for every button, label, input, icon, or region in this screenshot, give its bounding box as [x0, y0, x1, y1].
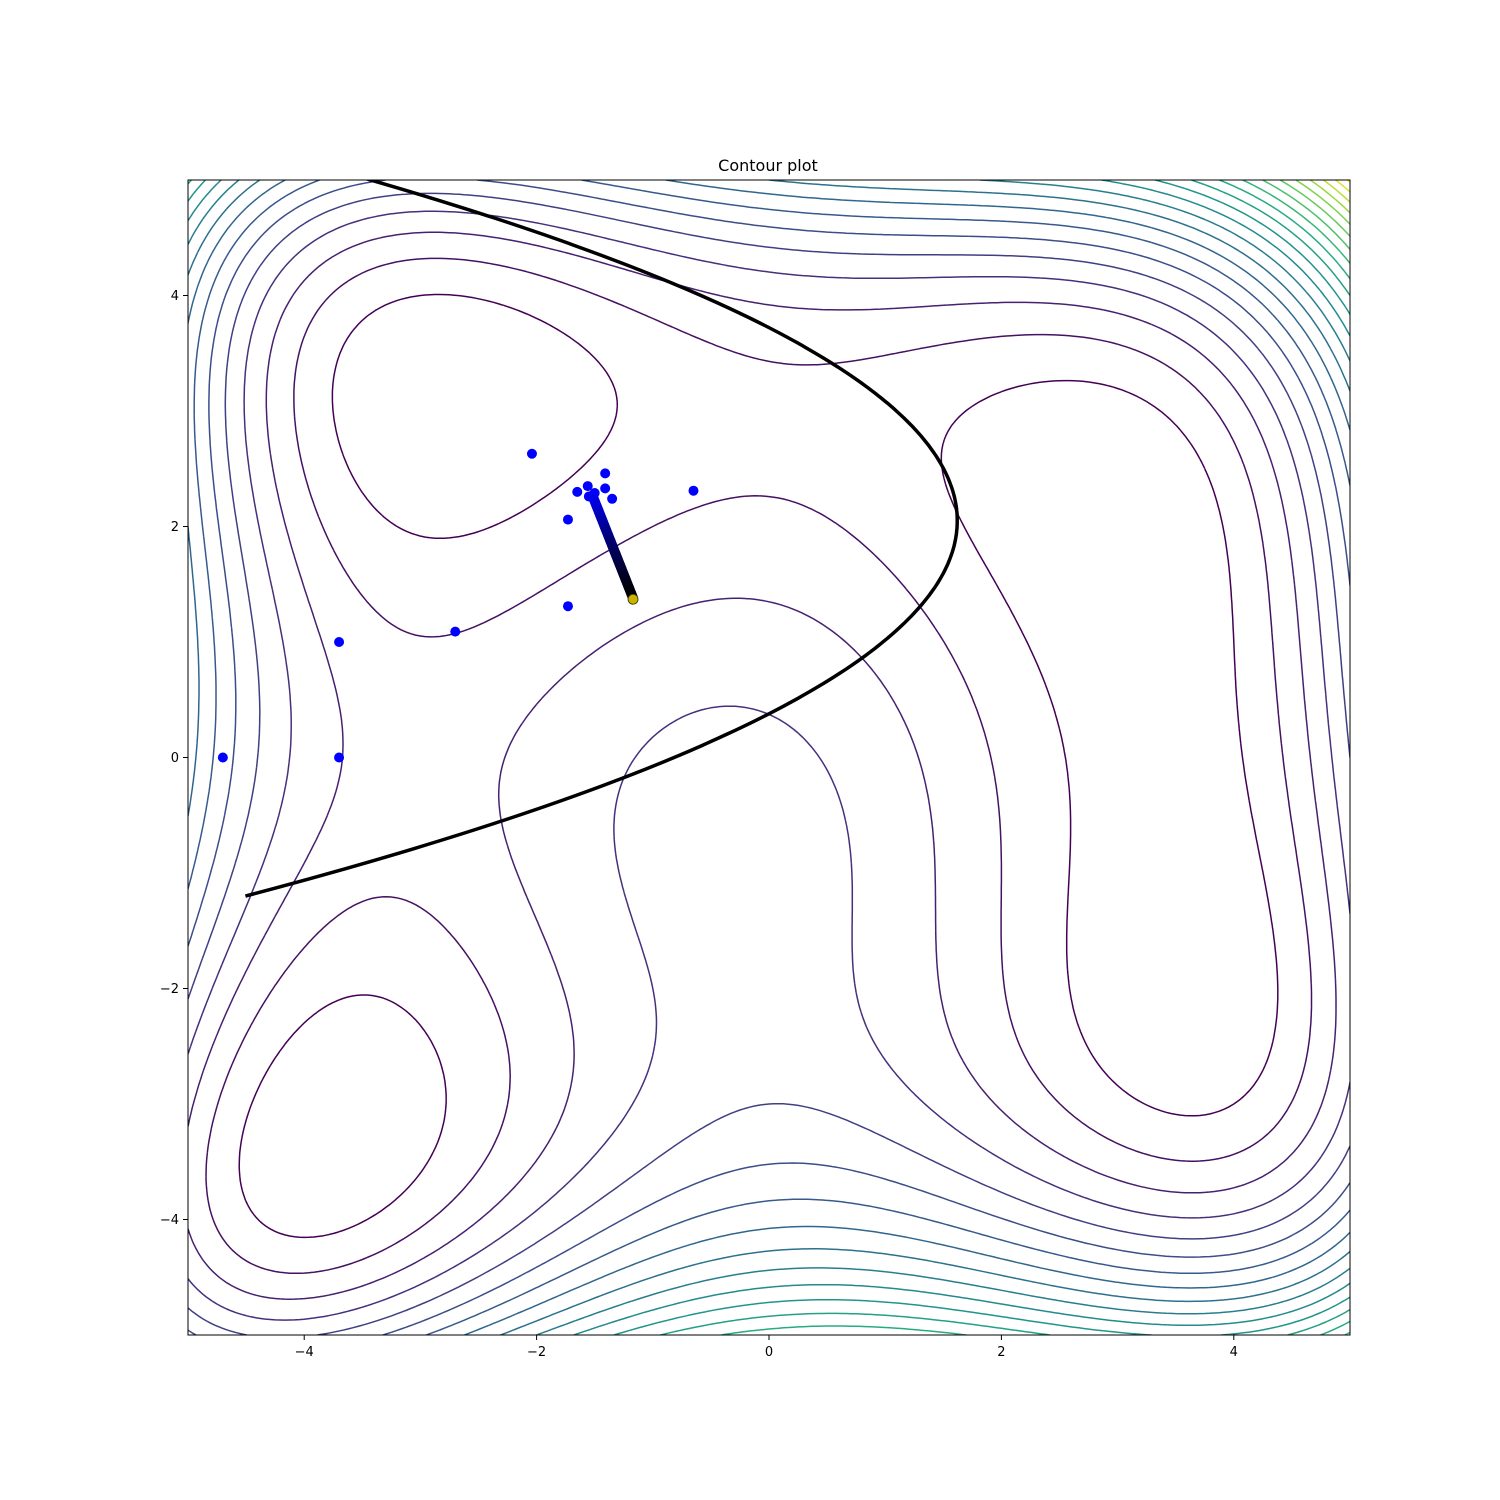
sample-point	[334, 752, 345, 763]
contour-line	[1262, 180, 1350, 250]
contour-line	[1323, 180, 1350, 203]
contour-line	[188, 231, 1337, 1300]
contour-line	[188, 180, 1350, 1335]
contour-line	[1335, 180, 1350, 193]
sample-point	[582, 481, 593, 492]
x-tick-label: −4	[295, 1345, 314, 1360]
sample-point	[217, 752, 228, 763]
chart-title: Contour plot	[718, 156, 818, 175]
x-tick-label: 4	[1230, 1345, 1238, 1360]
contour-line	[188, 180, 1350, 1335]
y-tick-label: 4	[171, 289, 179, 304]
x-tick-label: −2	[527, 1345, 546, 1360]
plot-background	[188, 180, 1350, 1335]
sample-point	[688, 485, 699, 496]
contour-line	[188, 180, 1350, 1335]
sample-point	[526, 448, 537, 459]
final-point	[627, 593, 639, 605]
sample-point	[572, 486, 583, 497]
y-tick-label: 0	[171, 751, 179, 766]
sample-point	[562, 601, 573, 612]
boundary-curve	[244, 180, 959, 898]
x-tick-label: 0	[765, 1345, 773, 1360]
contour-line	[205, 257, 1313, 1275]
x-axis: −4 −2 0 2 4	[295, 1335, 1238, 1360]
sample-point	[562, 514, 573, 525]
contour-line	[1309, 180, 1350, 214]
y-tick-label: −4	[160, 1213, 179, 1228]
sample-point	[600, 483, 611, 494]
x-tick-label: 2	[997, 1345, 1005, 1360]
contour-line	[188, 210, 1350, 1321]
contour-line	[188, 180, 1350, 1335]
contour-lines	[188, 180, 1350, 1335]
plot-area	[188, 180, 1350, 1335]
contour-line	[188, 192, 1350, 1335]
y-axis: −4 −2 0 2 4	[160, 289, 188, 1228]
contour-line	[1279, 180, 1350, 237]
sample-point	[600, 468, 611, 479]
y-tick-label: 2	[171, 520, 179, 535]
scatter-points	[217, 448, 699, 763]
y-tick-label: −2	[160, 982, 179, 997]
sample-point	[334, 637, 345, 647]
contour-line	[238, 293, 1279, 1239]
contour-line	[188, 180, 1350, 1335]
sample-point	[450, 626, 461, 637]
sample-point	[607, 493, 618, 504]
